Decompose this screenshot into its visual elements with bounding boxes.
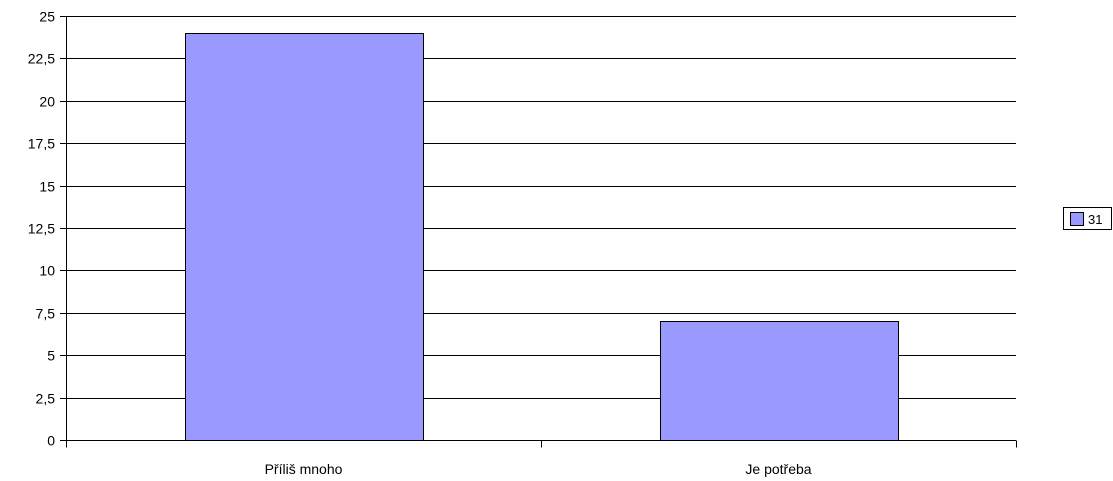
y-tick-label: 12,5: [28, 221, 55, 237]
y-tick-labels: 0 2,5 5 7,5 10 12,5 15 17,5 20 22,5 25: [28, 9, 55, 449]
y-tick-label: 17,5: [28, 136, 55, 152]
axes: [60, 16, 1017, 448]
x-category-label: Příliš mnoho: [265, 461, 343, 477]
bar-2: [660, 321, 899, 441]
y-tick-label: 10: [39, 263, 55, 279]
y-tick-label: 25: [39, 9, 55, 25]
y-tick-label: 5: [47, 348, 55, 364]
bars: [185, 33, 899, 441]
bar-1: [185, 33, 424, 441]
legend-swatch: [1070, 212, 1084, 226]
y-tick-label: 20: [39, 94, 55, 110]
y-tick-label: 7,5: [36, 306, 56, 322]
y-tick-label: 22,5: [28, 51, 55, 67]
legend: 31: [1063, 207, 1112, 230]
legend-label: 31: [1088, 212, 1102, 227]
y-tick-label: 15: [39, 179, 55, 195]
y-tick-label: 0: [47, 433, 55, 449]
x-category-label: Je potřeba: [745, 461, 811, 477]
x-category-labels: Příliš mnoho Je potřeba: [265, 461, 812, 477]
y-tick-label: 2,5: [36, 391, 56, 407]
